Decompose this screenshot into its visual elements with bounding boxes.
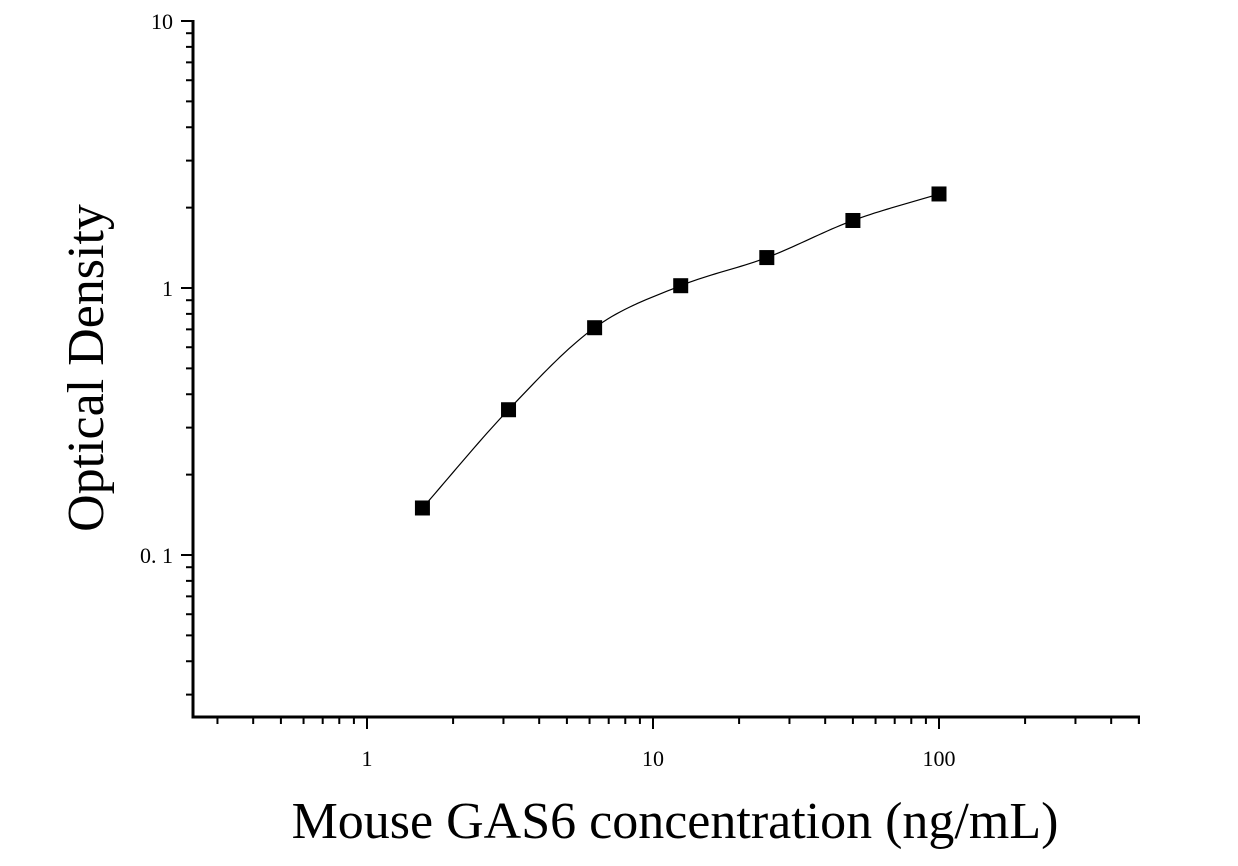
x-tick-label: 10 bbox=[642, 746, 664, 771]
data-point bbox=[673, 278, 689, 294]
points-layer bbox=[414, 186, 947, 516]
data-point bbox=[414, 500, 430, 516]
data-point bbox=[931, 186, 947, 202]
data-point bbox=[501, 402, 517, 418]
data-point bbox=[759, 250, 775, 266]
data-point bbox=[845, 212, 861, 228]
fit-curve bbox=[421, 193, 940, 509]
curve-layer bbox=[421, 193, 940, 509]
y-tick-label: 1 bbox=[162, 276, 173, 301]
y-tick-label: 10 bbox=[151, 9, 173, 34]
x-tick-label: 1 bbox=[362, 746, 373, 771]
x-axis-title: Mouse GAS6 concentration (ng/mL) bbox=[292, 793, 1059, 850]
y-tick-label: 0. 1 bbox=[140, 543, 173, 568]
y-axis-title: Optical Density bbox=[58, 204, 115, 532]
x-tick-label: 100 bbox=[923, 746, 956, 771]
axes bbox=[191, 20, 1140, 719]
ticks: 1 10 100 0. 1 1 10 bbox=[140, 9, 1140, 771]
data-point bbox=[587, 320, 603, 336]
